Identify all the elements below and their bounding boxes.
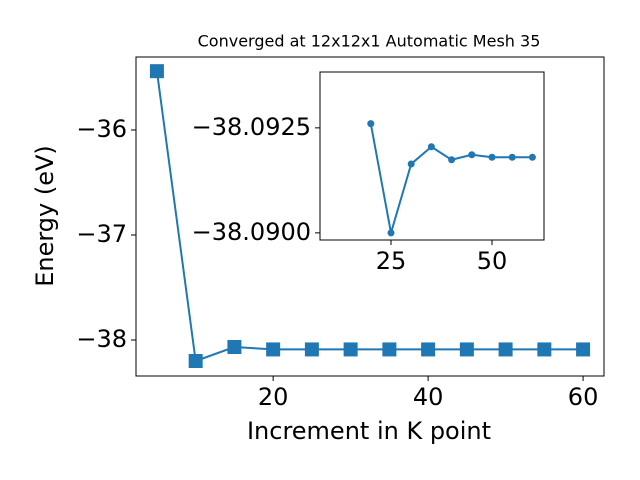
inset-background <box>320 72 544 240</box>
plot-area <box>149 64 591 368</box>
marker <box>448 156 456 164</box>
marker <box>266 342 281 357</box>
x-tick-label: 60 <box>568 383 599 411</box>
y-axis-label: Energy (eV) <box>31 145 59 287</box>
marker <box>227 340 242 355</box>
axes-frame <box>135 56 605 377</box>
marker <box>576 342 591 357</box>
marker <box>367 120 375 128</box>
marker <box>382 342 397 357</box>
marker <box>149 64 164 79</box>
x-tick-label: 25 <box>376 247 407 275</box>
marker <box>537 342 552 357</box>
x-tick-label: 50 <box>477 247 508 275</box>
marker <box>488 153 496 161</box>
y-tick-label: −38.0925 <box>192 113 311 141</box>
y-tick-label: −37 <box>76 220 127 248</box>
marker <box>304 342 319 357</box>
marker <box>528 153 536 161</box>
x-tick-label: 40 <box>413 383 444 411</box>
marker <box>508 153 516 161</box>
y-tick-label: −36 <box>76 115 127 143</box>
axes-frame <box>319 71 545 241</box>
marker <box>459 342 474 357</box>
marker <box>498 342 513 357</box>
chart-title: Converged at 12x12x1 Automatic Mesh 35 <box>198 32 541 51</box>
x-tick-label: 20 <box>258 383 289 411</box>
x-axis-label: Increment in K point <box>247 417 491 445</box>
y-tick-label: −38 <box>76 325 127 353</box>
marker <box>468 151 476 159</box>
marker <box>343 342 358 357</box>
marker <box>188 353 203 368</box>
marker <box>407 160 415 168</box>
plot-area <box>367 120 536 237</box>
marker <box>387 229 395 237</box>
marker <box>421 342 436 357</box>
y-tick-label: −38.0900 <box>192 218 311 246</box>
marker <box>427 143 435 151</box>
